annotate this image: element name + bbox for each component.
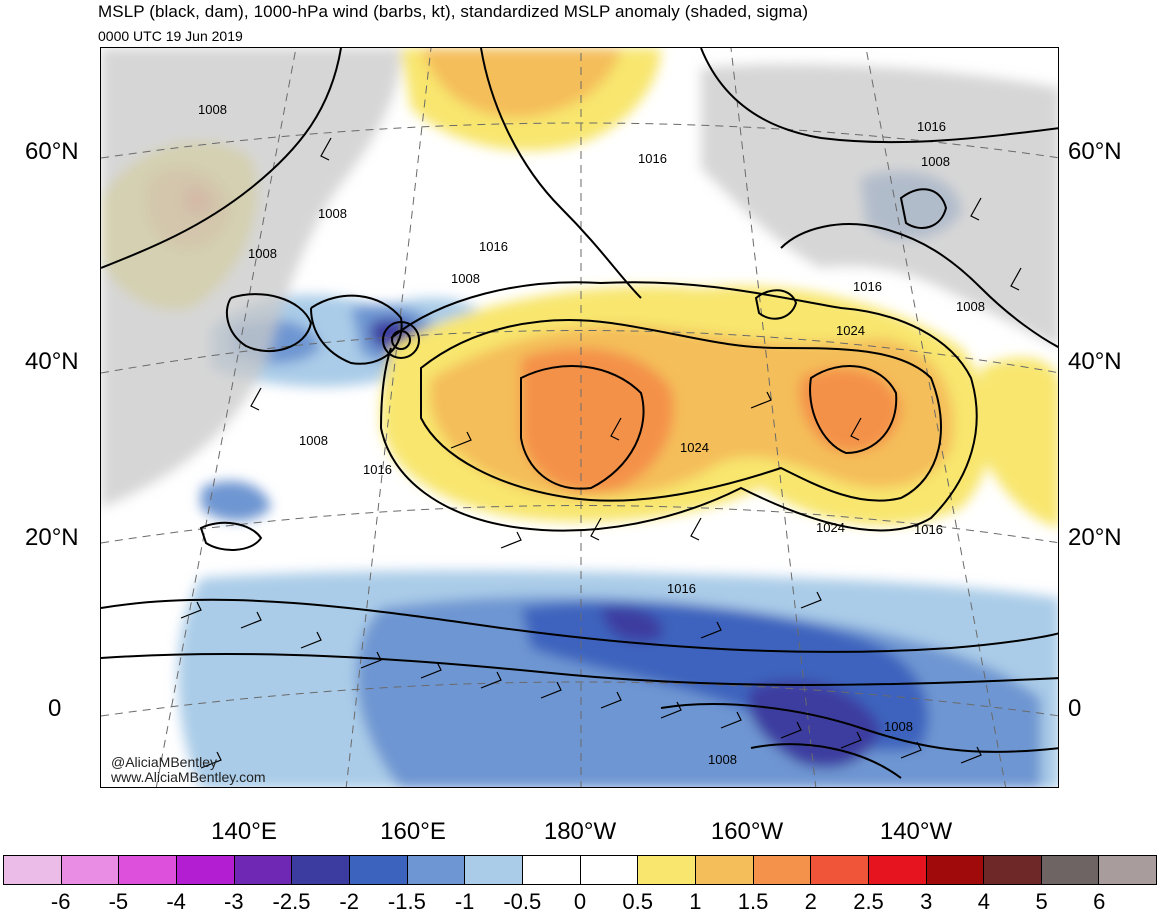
graticule	[101, 48, 1058, 787]
colorbar-cell	[176, 856, 235, 884]
lon-label-160w: 160°W	[710, 818, 784, 845]
lon-label-160e: 160°E	[380, 818, 446, 845]
colorbar-cell	[407, 856, 466, 884]
colorbar-tick-label: 1	[689, 889, 702, 914]
colorbar-tick-label: 4	[977, 889, 991, 914]
colorbar-cell	[234, 856, 293, 884]
credit-handle: @AliciaMBentley	[111, 754, 218, 770]
contour-label: 1016	[667, 581, 696, 596]
colorbar-tick-label: 2	[804, 889, 817, 914]
contour-label: 1008	[451, 271, 480, 286]
colorbar-cell	[984, 856, 1042, 884]
colorbar-cell	[811, 856, 869, 884]
contour-label: 1008	[248, 246, 277, 261]
colorbar-tick-label: -5	[108, 889, 129, 914]
lat-label-left-20n: 20°N	[25, 524, 79, 551]
valid-time: 0000 UTC 19 Jun 2019	[98, 28, 243, 44]
colorbar	[3, 855, 1157, 885]
contour-label: 1016	[853, 279, 882, 294]
colorbar-tick-label: -3	[224, 889, 244, 914]
colorbar-cell	[868, 856, 927, 884]
contour-label: 1008	[708, 752, 737, 767]
lat-label-left-40n: 40°N	[25, 348, 79, 375]
colorbar-cell	[349, 856, 408, 884]
colorbar-tick-label: -2	[339, 889, 359, 914]
colorbar-cell	[638, 856, 696, 884]
contour-label: 1016	[914, 522, 943, 537]
contour-label: 1016	[363, 462, 392, 477]
colorbar-tick-label: 5	[1035, 889, 1048, 914]
contour-label: 1008	[299, 433, 328, 448]
anomaly-shading	[101, 48, 1058, 787]
colorbar-tick-label: -2.5	[272, 889, 311, 914]
lat-label-left-0: 0	[48, 695, 62, 722]
colorbar-tick-label: -0.5	[503, 889, 542, 914]
colorbar-tick-label: -4	[166, 889, 186, 914]
lat-label-left-60n: 60°N	[25, 138, 79, 165]
colorbar-tick-label: 6	[1093, 889, 1106, 914]
colorbar-cell	[926, 856, 985, 884]
credit-url: www.AliciaMBentley.com	[111, 769, 266, 785]
colorbar-cell	[695, 856, 754, 884]
map-canvas: 1008 1008 1008 1008 1016 1008 1016 1016 …	[101, 48, 1058, 787]
contour-label: 1016	[917, 119, 946, 134]
contour-label: 1008	[956, 299, 985, 314]
colorbar-tick-label: -1.5	[387, 889, 426, 914]
colorbar-tick-label: 2.5	[853, 889, 884, 914]
wind-barbs	[180, 137, 1022, 769]
contour-label: 1016	[638, 151, 667, 166]
colorbar-cell	[119, 856, 177, 884]
lat-label-right-60n: 60°N	[1068, 138, 1122, 165]
colorbar-cell	[522, 856, 581, 884]
lon-label-180w: 180°W	[543, 818, 617, 845]
colorbar-cell	[580, 856, 639, 884]
colorbar-tick-label: 1.5	[737, 889, 769, 914]
contour-label: 1016	[479, 239, 508, 254]
colorbar-cell	[753, 856, 812, 884]
colorbar-tick-label: 0.5	[622, 889, 653, 914]
colorbar-cell	[1041, 856, 1100, 884]
lon-label-140w: 140°W	[879, 818, 953, 845]
contour-label: 1024	[816, 520, 845, 535]
colorbar-cell	[4, 856, 62, 884]
chart-title: MSLP (black, dam), 1000-hPa wind (barbs,…	[98, 2, 809, 21]
contour-label: 1024	[836, 323, 865, 338]
contour-labels: 1008 1008 1008 1008 1016 1008 1016 1016 …	[198, 102, 985, 767]
lon-label-140e: 140°E	[211, 818, 277, 845]
colorbar-tick-label: -6	[50, 889, 71, 914]
colorbar-tick-label: 0	[573, 889, 587, 914]
colorbar-cell	[292, 856, 350, 884]
map-panel: 1008 1008 1008 1008 1016 1008 1016 1016 …	[100, 47, 1059, 788]
contour-label: 1008	[884, 719, 913, 734]
contour-label: 1008	[198, 102, 227, 117]
contour-label: 1024	[680, 440, 709, 455]
lat-label-right-0: 0	[1068, 695, 1082, 722]
mslp-contours	[101, 48, 1058, 779]
contour-label: 1008	[921, 154, 950, 169]
colorbar-cell	[465, 856, 523, 884]
lat-label-right-40n: 40°N	[1068, 348, 1122, 375]
colorbar-cell	[1099, 856, 1157, 884]
colorbar-cell	[61, 856, 120, 884]
contour-label: 1008	[318, 206, 347, 221]
lat-label-right-20n: 20°N	[1068, 524, 1122, 551]
colorbar-tick-label: 3	[920, 889, 933, 914]
colorbar-tick-label: -1	[454, 889, 475, 914]
